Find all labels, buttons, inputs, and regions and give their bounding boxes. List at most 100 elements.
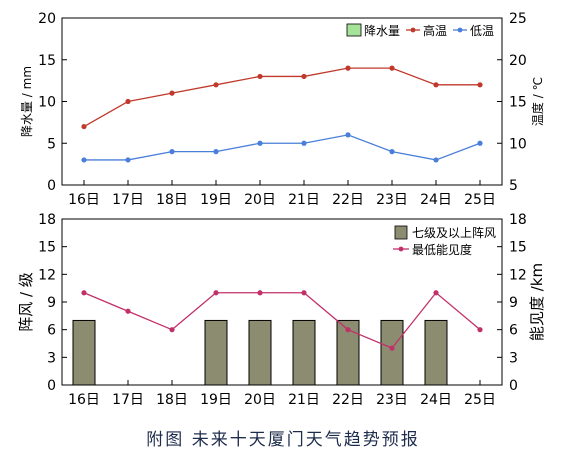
legend-label: 低温 xyxy=(470,24,494,38)
left-tick-label: 3 xyxy=(47,350,56,366)
right-tick-label: 10 xyxy=(509,136,527,152)
x-tick-label: 20日 xyxy=(244,392,276,408)
x-tick-label: 22日 xyxy=(332,392,364,408)
left-tick-label: 6 xyxy=(47,323,56,339)
x-tick-label: 25日 xyxy=(464,192,496,208)
data-point xyxy=(301,140,307,146)
right-tick-label: 18 xyxy=(509,212,527,228)
data-point xyxy=(81,123,87,130)
left-axis-title: 阵风 / 级 xyxy=(17,272,35,332)
x-tick-label: 24日 xyxy=(420,392,452,408)
right-axis-title: 能见度 /km xyxy=(528,263,546,341)
x-tick-label: 21日 xyxy=(288,392,320,408)
data-point xyxy=(433,82,439,88)
x-tick-label: 17日 xyxy=(112,192,144,208)
left-tick-label: 15 xyxy=(38,240,56,256)
left-tick-label: 5 xyxy=(47,136,56,152)
bar xyxy=(72,319,96,386)
left-tick-label: 9 xyxy=(47,295,56,311)
data-point xyxy=(433,157,439,163)
data-point xyxy=(213,149,219,155)
figure-caption: 附图 未来十天厦门天气趋势预报 xyxy=(146,430,420,450)
right-tick-label: 6 xyxy=(509,323,518,339)
bar xyxy=(424,319,448,386)
x-tick-label: 16日 xyxy=(68,192,100,208)
x-tick-label: 24日 xyxy=(420,192,452,208)
left-tick-label: 20 xyxy=(38,11,56,27)
legend-swatch xyxy=(346,23,362,37)
x-tick-label: 17日 xyxy=(112,392,144,408)
bar xyxy=(248,319,272,386)
right-tick-label: 12 xyxy=(509,267,527,283)
x-tick-label: 16日 xyxy=(68,392,100,408)
right-tick-label: 15 xyxy=(509,95,527,111)
data-point xyxy=(345,327,351,333)
left-tick-label: 15 xyxy=(38,53,56,69)
data-point xyxy=(389,149,395,155)
x-tick-label: 23日 xyxy=(376,192,408,208)
data-point xyxy=(345,65,351,71)
x-tick-label: 21日 xyxy=(288,192,320,208)
data-point xyxy=(257,290,263,296)
data-point xyxy=(81,157,87,163)
left-tick-label: 12 xyxy=(38,267,56,283)
panel-weather: 0 5 10 15 20 5 10 15 20 25 16日 17日 18日 19日 20日 21日 22日 23… xyxy=(20,11,545,208)
legend-label: 降水量 xyxy=(364,24,400,38)
series-line xyxy=(83,67,480,128)
right-tick-label: 3 xyxy=(509,350,518,366)
bar xyxy=(380,319,404,386)
bar xyxy=(336,319,360,386)
data-point xyxy=(169,149,175,155)
left-axis-title: 降水量 / mm xyxy=(20,66,34,137)
data-point xyxy=(169,90,175,96)
data-point xyxy=(301,73,307,80)
legend-label: 高温 xyxy=(423,23,447,38)
data-point xyxy=(257,73,263,80)
data-point xyxy=(433,290,439,296)
left-tick-label: 18 xyxy=(38,212,56,228)
x-tick-label: 25日 xyxy=(464,392,496,408)
data-point xyxy=(389,345,395,351)
legend-swatch xyxy=(394,225,408,240)
x-tick-label: 18日 xyxy=(156,392,188,408)
data-point xyxy=(125,308,131,314)
data-point xyxy=(257,140,263,146)
right-tick-label: 5 xyxy=(509,178,518,194)
right-axis-title: 温度 / ℃ xyxy=(530,77,545,126)
forecast-chart: 0 5 10 15 20 5 10 15 20 25 16日 17日 18日 19日 20日 21日 22日 23… xyxy=(17,11,546,408)
data-point xyxy=(477,140,483,146)
panel-wind: 0 3 6 9 12 15 18 0 3 6 9 12 15 18 16日 17日 18日 19日 20日 21日 22… xyxy=(17,212,546,408)
data-point xyxy=(477,82,483,88)
legend-label: 七级及以上阵风 xyxy=(412,226,496,240)
data-point xyxy=(81,290,87,296)
right-tick-label: 20 xyxy=(509,53,527,69)
legend-marker xyxy=(398,246,404,252)
bar xyxy=(292,319,316,386)
right-tick-label: 25 xyxy=(509,11,527,27)
data-point xyxy=(213,82,219,88)
series-line xyxy=(83,291,481,349)
x-tick-label: 18日 xyxy=(156,192,188,208)
legend-label: 最低能见度 xyxy=(412,242,472,257)
x-tick-label: 20日 xyxy=(244,192,276,208)
left-tick-label: 10 xyxy=(38,95,56,111)
data-point xyxy=(389,65,395,71)
data-point xyxy=(125,98,131,105)
data-point xyxy=(345,132,351,138)
left-tick-label: 0 xyxy=(47,178,56,194)
right-tick-label: 0 xyxy=(509,378,518,394)
x-tick-label: 19日 xyxy=(200,392,232,408)
data-point xyxy=(213,290,219,296)
right-tick-label: 15 xyxy=(509,240,527,256)
data-point xyxy=(169,327,175,333)
right-tick-label: 9 xyxy=(509,295,518,311)
legend-marker xyxy=(457,27,463,33)
bar xyxy=(204,319,228,386)
x-tick-label: 23日 xyxy=(376,392,408,408)
data-point xyxy=(301,290,307,296)
x-tick-label: 22日 xyxy=(332,192,364,208)
data-point xyxy=(125,157,131,163)
x-tick-label: 19日 xyxy=(200,192,232,208)
left-tick-label: 0 xyxy=(47,378,56,394)
series-line xyxy=(84,134,481,161)
